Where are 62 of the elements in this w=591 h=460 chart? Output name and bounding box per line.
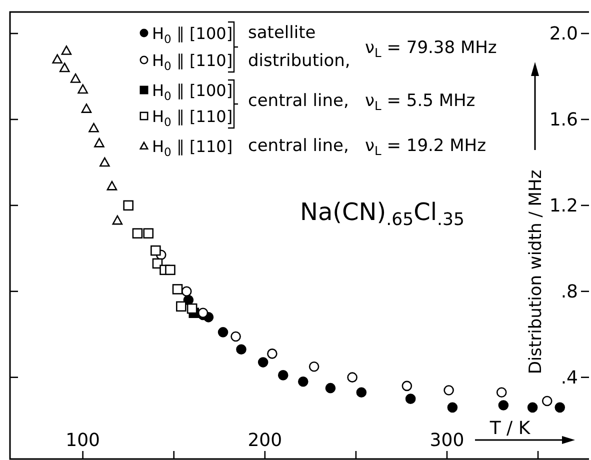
point <box>165 264 176 276</box>
point <box>52 54 62 64</box>
point <box>554 402 566 413</box>
point <box>258 357 268 368</box>
annotation: ν$_{L}$ = 5.5 MHz <box>365 91 476 113</box>
point <box>172 284 183 294</box>
point <box>61 46 72 55</box>
point <box>150 245 161 256</box>
annotation: Na(CN)$_{.65}$Cl$_{.35}$ <box>300 198 464 230</box>
point <box>132 228 143 238</box>
point <box>176 301 186 312</box>
point <box>81 104 92 113</box>
point <box>143 228 154 238</box>
x-tick-label: 100 <box>66 430 100 451</box>
point <box>236 344 246 355</box>
legend-label: H$_{0}$ ∥ [110] <box>152 107 233 129</box>
point <box>496 387 507 398</box>
point <box>100 157 110 167</box>
annotation: distribution, <box>248 51 350 71</box>
point <box>527 402 538 413</box>
legend-label: H$_{0}$ ∥ [100] <box>152 24 233 46</box>
point <box>78 84 88 94</box>
point <box>88 122 99 132</box>
annotation: ν$_{L}$ = 19.2 MHz <box>365 136 486 158</box>
point <box>112 215 123 225</box>
point <box>186 303 198 314</box>
point <box>447 402 458 413</box>
annotation: central line, <box>248 91 349 111</box>
point <box>218 327 228 338</box>
point <box>308 361 320 372</box>
x-tick-label: 200 <box>248 430 282 451</box>
point <box>402 380 412 392</box>
annotation: central line, <box>248 136 349 156</box>
y-tick-label: .4 <box>560 367 578 388</box>
point <box>298 376 308 387</box>
annotation: satellite <box>248 23 316 43</box>
point <box>347 372 358 382</box>
x-tick-label: 300 <box>430 430 464 451</box>
y-tick-label: 1.2 <box>549 195 578 216</box>
point <box>267 348 278 359</box>
legend-label: H$_{0}$ ∥ [110] <box>152 137 233 159</box>
point <box>444 385 454 396</box>
legend-label: H$_{0}$ ∥ [110] <box>152 51 233 73</box>
point <box>123 200 134 211</box>
y-axis-title: Distribution width / MHz <box>526 170 546 374</box>
point <box>498 400 509 410</box>
point <box>405 394 416 404</box>
point <box>230 331 241 342</box>
point <box>542 396 552 406</box>
y-tick-label: .8 <box>560 281 578 302</box>
point <box>356 387 367 398</box>
point <box>278 370 288 380</box>
y-tick-label: 2.0 <box>549 23 578 44</box>
point <box>106 180 118 190</box>
point <box>59 62 70 72</box>
y-tick-label: 1.6 <box>549 109 578 130</box>
x-axis-title: T / K <box>488 418 532 439</box>
point <box>70 73 81 83</box>
point <box>325 382 336 394</box>
annotation: ν$_{L}$ = 79.38 MHz <box>365 38 497 60</box>
legend-label: H$_{0}$ ∥ [100] <box>152 81 233 103</box>
point <box>94 138 104 148</box>
